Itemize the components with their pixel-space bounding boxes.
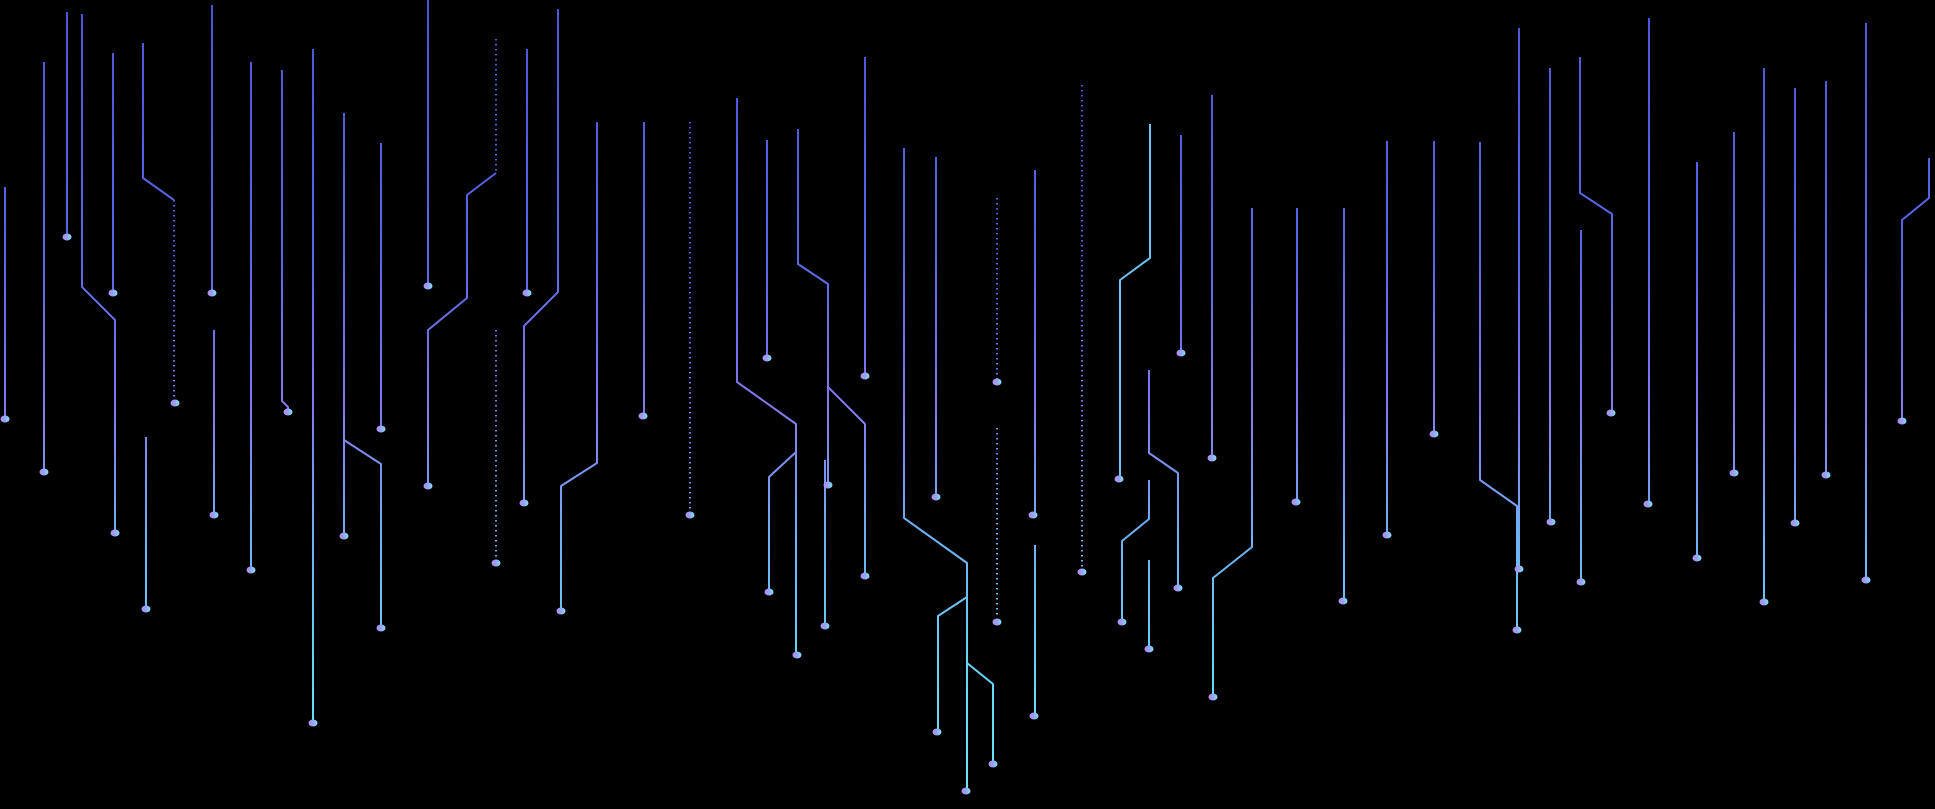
circuit-node-dot bbox=[1512, 626, 1522, 634]
circuit-node-dot bbox=[110, 529, 120, 537]
circuit-node-dot bbox=[376, 425, 386, 433]
circuit-node-dot bbox=[1643, 500, 1653, 508]
circuit-node-dot bbox=[1338, 597, 1348, 605]
circuit-node-dot bbox=[1514, 565, 1524, 573]
circuit-node-dot bbox=[522, 289, 532, 297]
circuit-node-dot bbox=[1861, 576, 1871, 584]
circuit-node-dot bbox=[1207, 454, 1217, 462]
circuit-trace bbox=[1119, 124, 1151, 476]
circuit-node-dot bbox=[932, 728, 942, 736]
circuit-node-dot bbox=[1546, 518, 1556, 526]
circuit-node-dot bbox=[108, 289, 118, 297]
circuit-trace bbox=[1479, 142, 1518, 627]
circuit-trace bbox=[1121, 480, 1150, 619]
circuit-node-dot bbox=[1897, 417, 1907, 425]
circuit-trace bbox=[142, 43, 175, 201]
circuit-node-dot bbox=[209, 511, 219, 519]
circuit-node-dot bbox=[820, 622, 830, 630]
circuit-node-dot bbox=[1077, 568, 1087, 576]
circuit-node-dot bbox=[339, 532, 349, 540]
circuit-node-dot bbox=[1576, 578, 1586, 586]
circuit-trace bbox=[81, 14, 116, 530]
circuit-node-dot bbox=[1173, 584, 1183, 592]
circuit-node-dot bbox=[556, 607, 566, 615]
circuit-node-dot bbox=[764, 588, 774, 596]
circuit-trace bbox=[736, 98, 797, 652]
circuit-trace bbox=[1901, 158, 1930, 418]
circuit-trace bbox=[343, 439, 382, 625]
circuit-trace bbox=[427, 172, 497, 483]
circuit-node-dot bbox=[992, 378, 1002, 386]
circuit-node-dot bbox=[423, 482, 433, 490]
circuit-trace bbox=[560, 122, 598, 608]
circuit-trace bbox=[523, 9, 559, 500]
circuit-node-dot bbox=[823, 481, 833, 489]
circuit-node-dot bbox=[931, 493, 941, 501]
circuit-trace bbox=[1148, 370, 1179, 585]
circuit-node-dot bbox=[376, 624, 386, 632]
circuit-node-dot bbox=[1429, 430, 1439, 438]
circuit-node-dot bbox=[1291, 498, 1301, 506]
circuit-node-dot bbox=[961, 787, 971, 795]
circuit-node-dot bbox=[491, 559, 501, 567]
circuit-node-dot bbox=[1759, 598, 1769, 606]
circuit-trace bbox=[797, 129, 829, 482]
circuit-trace bbox=[1212, 208, 1253, 694]
circuit-node-dot bbox=[207, 289, 217, 297]
circuit-node-dot bbox=[988, 760, 998, 768]
circuit-trace bbox=[768, 451, 797, 589]
circuit-node-dot bbox=[1208, 693, 1218, 701]
circuit-node-dot bbox=[860, 372, 870, 380]
circuit-node-dot bbox=[1028, 511, 1038, 519]
circuit-trace bbox=[966, 662, 994, 761]
circuit-node-dot bbox=[423, 282, 433, 290]
circuit-node-dot bbox=[283, 408, 293, 416]
circuit-node-dot bbox=[62, 233, 72, 241]
circuit-node-dot bbox=[1729, 469, 1739, 477]
circuit-node-dot bbox=[308, 719, 318, 727]
circuit-trace bbox=[937, 596, 968, 729]
circuit-trace bbox=[827, 386, 866, 573]
circuit-node-dot bbox=[1790, 519, 1800, 527]
circuit-node-dot bbox=[1117, 618, 1127, 626]
circuit-node-dot bbox=[860, 572, 870, 580]
circuit-node-dot bbox=[685, 511, 695, 519]
circuit-node-dot bbox=[992, 618, 1002, 626]
circuit-node-dot bbox=[792, 651, 802, 659]
circuit-node-dot bbox=[638, 412, 648, 420]
circuit-node-dot bbox=[1692, 554, 1702, 562]
circuit-node-dot bbox=[39, 468, 49, 476]
circuit-node-dot bbox=[170, 399, 180, 407]
circuit-node-dot bbox=[1029, 712, 1039, 720]
circuit-node-dot bbox=[1821, 471, 1831, 479]
circuit-trace bbox=[281, 70, 289, 410]
circuit-node-dot bbox=[1606, 409, 1616, 417]
circuit-node-dot bbox=[762, 354, 772, 362]
circuit-node-dot bbox=[246, 566, 256, 574]
circuit-node-dot bbox=[1176, 349, 1186, 357]
circuit-node-dot bbox=[1382, 531, 1392, 539]
circuit-node-dot bbox=[0, 415, 10, 423]
circuit-node-dot bbox=[519, 499, 529, 507]
circuit-node-dot bbox=[1144, 645, 1154, 653]
circuit-trace bbox=[1579, 57, 1613, 410]
circuit-trace bbox=[903, 148, 968, 788]
circuit-node-dot bbox=[1114, 475, 1124, 483]
circuit-node-dot bbox=[141, 605, 151, 613]
